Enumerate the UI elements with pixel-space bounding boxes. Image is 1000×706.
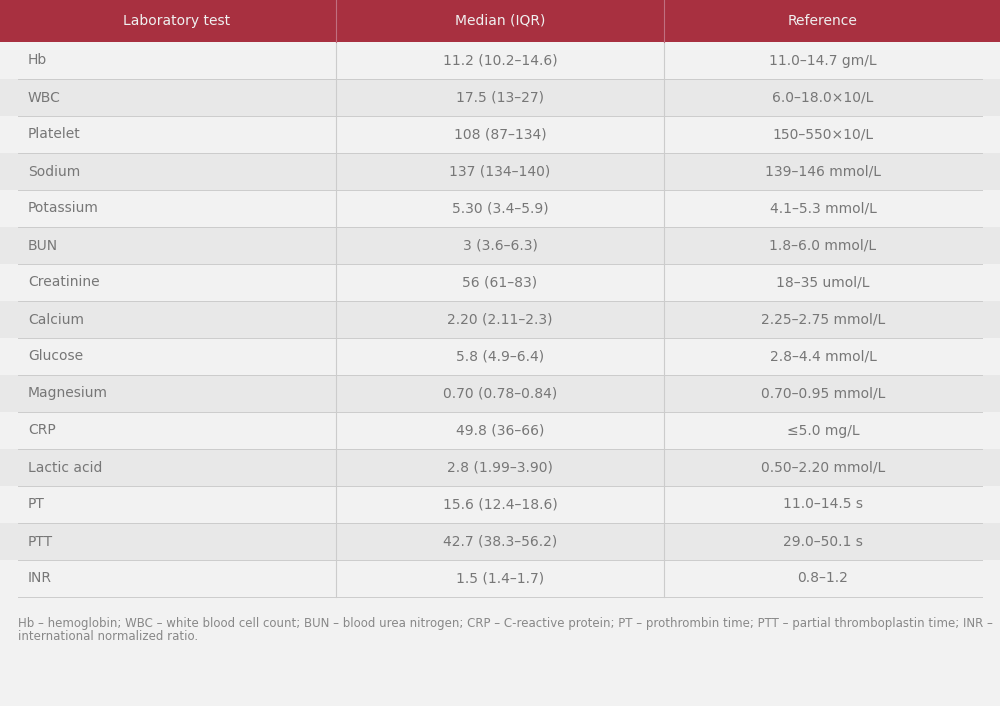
Text: 29.0–50.1 s: 29.0–50.1 s (783, 534, 863, 549)
Bar (0, 449, 1000, 486)
Bar (0, 264, 1000, 301)
Text: 11.2 (10.2–14.6): 11.2 (10.2–14.6) (443, 54, 557, 68)
Text: 0.70–0.95 mmol/L: 0.70–0.95 mmol/L (761, 386, 885, 400)
Bar (0, 301, 1000, 338)
Text: CRP: CRP (28, 424, 56, 438)
Text: Lactic acid: Lactic acid (28, 460, 102, 474)
Text: Platelet: Platelet (28, 128, 81, 141)
Text: Creatinine: Creatinine (28, 275, 100, 289)
Text: 49.8 (36–66): 49.8 (36–66) (456, 424, 544, 438)
Text: 139–146 mmol/L: 139–146 mmol/L (765, 164, 881, 179)
Text: Laboratory test: Laboratory test (123, 14, 231, 28)
Text: Calcium: Calcium (28, 313, 84, 326)
Text: 42.7 (38.3–56.2): 42.7 (38.3–56.2) (443, 534, 557, 549)
Text: 150–550×10/L: 150–550×10/L (772, 128, 874, 141)
Text: Hb: Hb (28, 54, 47, 68)
Text: 0.8–1.2: 0.8–1.2 (798, 571, 848, 585)
Text: 108 (87–134): 108 (87–134) (454, 128, 546, 141)
Bar (0, 523, 1000, 560)
Text: 15.6 (12.4–18.6): 15.6 (12.4–18.6) (443, 498, 557, 512)
Text: 2.20 (2.11–2.3): 2.20 (2.11–2.3) (447, 313, 553, 326)
Text: Magnesium: Magnesium (28, 386, 108, 400)
Text: Reference: Reference (788, 14, 858, 28)
Text: Hb – hemoglobin; WBC – white blood cell count; BUN – blood urea nitrogen; CRP – : Hb – hemoglobin; WBC – white blood cell … (18, 617, 993, 630)
Text: 56 (61–83): 56 (61–83) (462, 275, 538, 289)
Bar (0, 42, 1000, 79)
Text: BUN: BUN (28, 239, 58, 253)
Text: 0.70 (0.78–0.84): 0.70 (0.78–0.84) (443, 386, 557, 400)
Bar (0, 190, 1000, 227)
Bar (0, 412, 1000, 449)
Bar (0, 116, 1000, 153)
Bar (0, 227, 1000, 264)
Text: 4.1–5.3 mmol/L: 4.1–5.3 mmol/L (770, 201, 876, 215)
Text: Glucose: Glucose (28, 349, 83, 364)
Text: Median (IQR): Median (IQR) (455, 14, 545, 28)
Text: 11.0–14.5 s: 11.0–14.5 s (783, 498, 863, 512)
Bar (0, 338, 1000, 375)
Text: Sodium: Sodium (28, 164, 80, 179)
Text: 1.8–6.0 mmol/L: 1.8–6.0 mmol/L (769, 239, 877, 253)
Bar (0, 560, 1000, 597)
Text: ≤5.0 mg/L: ≤5.0 mg/L (787, 424, 859, 438)
Text: 5.8 (4.9–6.4): 5.8 (4.9–6.4) (456, 349, 544, 364)
Text: 2.8 (1.99–3.90): 2.8 (1.99–3.90) (447, 460, 553, 474)
Text: WBC: WBC (28, 90, 61, 104)
Bar (0, 79, 1000, 116)
Bar (0, 486, 1000, 523)
Text: 2.25–2.75 mmol/L: 2.25–2.75 mmol/L (761, 313, 885, 326)
Text: Potassium: Potassium (28, 201, 99, 215)
Text: PT: PT (28, 498, 45, 512)
Text: 5.30 (3.4–5.9): 5.30 (3.4–5.9) (452, 201, 548, 215)
Text: 3 (3.6–6.3): 3 (3.6–6.3) (463, 239, 537, 253)
Text: 2.8–4.4 mmol/L: 2.8–4.4 mmol/L (770, 349, 876, 364)
Text: 11.0–14.7 gm/L: 11.0–14.7 gm/L (769, 54, 877, 68)
Text: 1.5 (1.4–1.7): 1.5 (1.4–1.7) (456, 571, 544, 585)
Text: PTT: PTT (28, 534, 53, 549)
Bar (0, 153, 1000, 190)
Text: international normalized ratio.: international normalized ratio. (18, 630, 198, 643)
Text: 137 (134–140): 137 (134–140) (449, 164, 551, 179)
Text: 17.5 (13–27): 17.5 (13–27) (456, 90, 544, 104)
Text: 6.0–18.0×10/L: 6.0–18.0×10/L (772, 90, 874, 104)
Text: 0.50–2.20 mmol/L: 0.50–2.20 mmol/L (761, 460, 885, 474)
Bar (0, 375, 1000, 412)
Text: INR: INR (28, 571, 52, 585)
Text: 18–35 umol/L: 18–35 umol/L (776, 275, 870, 289)
Bar (0, 0, 1000, 42)
